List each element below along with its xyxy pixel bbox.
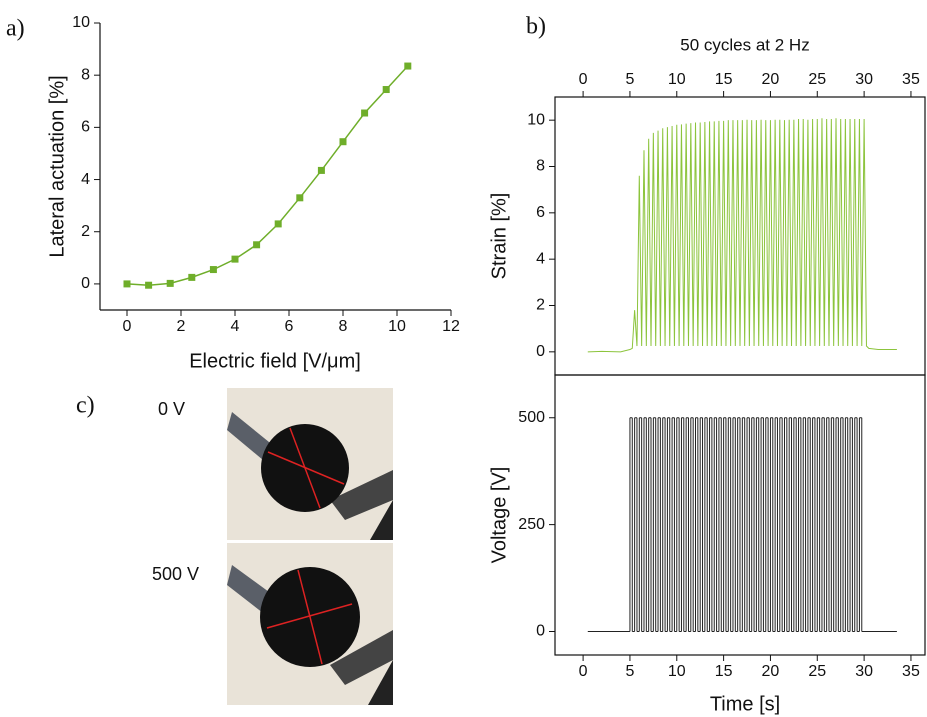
x-tick-label: 30 (855, 71, 873, 88)
marker (166, 279, 174, 287)
image-label: 0 V (158, 399, 185, 419)
x-tick-label: 0 (123, 318, 132, 335)
panel-label: c) (76, 393, 95, 419)
y-tick-label: 0 (536, 343, 545, 360)
x-tick-label: 10 (668, 71, 686, 88)
x-tick-label: 12 (442, 318, 460, 335)
y-tick-label: 0 (81, 275, 90, 292)
y-tick-label: 8 (81, 66, 90, 83)
y-tick-label: 500 (518, 409, 545, 426)
marker (123, 280, 131, 288)
x-tick-label: 5 (625, 71, 634, 88)
x-axis-label: 50 cycles at 2 Hz (680, 35, 809, 54)
x-tick-label: 30 (855, 663, 873, 680)
y-tick-label: 6 (536, 204, 545, 221)
data-line (587, 118, 897, 353)
x-tick-label: 0 (579, 71, 588, 88)
y-tick-label: 6 (81, 119, 90, 136)
y-tick-label: 250 (518, 516, 545, 533)
panel-label: b) (526, 14, 546, 40)
y-axis-label: Lateral actuation [%] (46, 75, 68, 257)
x-tick-label: 25 (808, 663, 826, 680)
marker (145, 281, 153, 289)
marker (317, 166, 325, 174)
marker (296, 194, 304, 202)
photo (227, 543, 393, 705)
marker (339, 138, 347, 146)
marker (188, 273, 196, 281)
y-tick-label: 4 (536, 250, 545, 267)
x-tick-label: 35 (902, 71, 920, 88)
x-tick-label: 6 (285, 318, 294, 335)
marker (209, 266, 217, 274)
marker (404, 62, 412, 70)
x-tick-label: 15 (715, 663, 733, 680)
x-tick-label: 25 (808, 71, 826, 88)
marker (361, 109, 369, 117)
plot-frame (554, 374, 926, 656)
y-tick-label: 0 (536, 623, 545, 640)
y-tick-label: 4 (81, 171, 90, 188)
x-axis-label: Time [s] (710, 693, 780, 715)
y-tick-label: 8 (536, 158, 545, 175)
x-tick-label: 4 (231, 318, 240, 335)
marker (253, 241, 261, 249)
x-tick-label: 20 (762, 663, 780, 680)
y-tick-label: 2 (536, 297, 545, 314)
data-line (126, 65, 409, 286)
y-axis-label: Voltage [V] (488, 467, 510, 564)
marker (231, 255, 239, 263)
panel-label: a) (6, 16, 25, 42)
y-tick-label: 10 (527, 111, 545, 128)
x-tick-label: 15 (715, 71, 733, 88)
x-tick-label: 2 (177, 318, 186, 335)
x-tick-label: 20 (762, 71, 780, 88)
x-tick-label: 5 (625, 663, 634, 680)
marker (274, 220, 282, 228)
marker (382, 86, 390, 94)
photo (227, 388, 393, 540)
x-tick-label: 35 (902, 663, 920, 680)
x-axis-label: Electric field [V/μm] (189, 350, 361, 372)
x-tick-label: 0 (579, 663, 588, 680)
x-tick-label: 10 (668, 663, 686, 680)
y-tick-label: 2 (81, 223, 90, 240)
y-axis-label: Strain [%] (488, 193, 510, 280)
image-label: 500 V (152, 564, 199, 584)
y-tick-label: 10 (72, 14, 90, 31)
x-tick-label: 8 (339, 318, 348, 335)
x-tick-label: 10 (388, 318, 406, 335)
